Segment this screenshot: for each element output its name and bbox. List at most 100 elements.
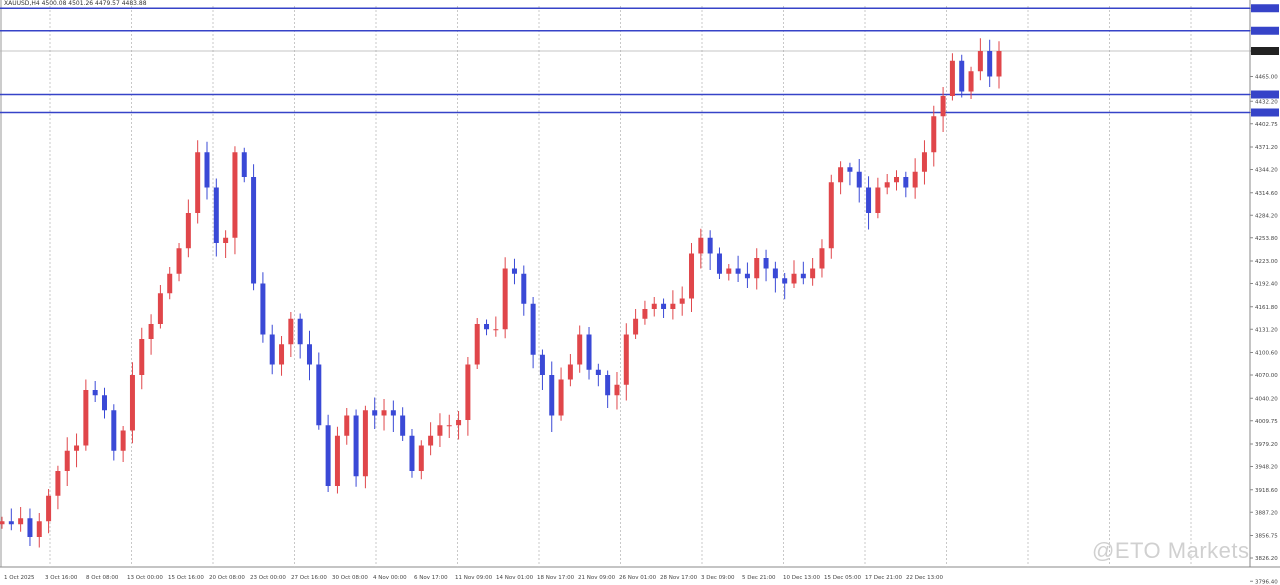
x-tick-label: 4 Nov 00:00 xyxy=(373,575,407,581)
y-tick-label: 4192.40 xyxy=(1255,282,1278,288)
candle-body xyxy=(828,182,834,249)
candle-body xyxy=(670,303,676,309)
y-tick-label: 4223.00 xyxy=(1255,259,1278,265)
candle xyxy=(83,379,89,451)
candle-body xyxy=(306,344,312,365)
candle xyxy=(372,397,378,429)
candle-body xyxy=(856,171,862,188)
candle xyxy=(735,255,741,282)
candle xyxy=(306,330,312,381)
candle-body xyxy=(279,344,285,365)
candle xyxy=(223,230,229,258)
candle xyxy=(754,248,760,290)
x-tick-label: 13 Oct 00:00 xyxy=(127,575,163,581)
symbol-header: XAUUSD,H4 4500.08 4501.26 4479.57 4483.8… xyxy=(4,0,147,7)
y-tick-label: 4371.20 xyxy=(1255,145,1278,151)
candle-body xyxy=(456,420,462,426)
candle xyxy=(316,352,322,430)
candle-body xyxy=(493,329,499,331)
candle-body xyxy=(661,303,667,309)
candle xyxy=(502,257,508,339)
candle-body xyxy=(511,268,517,274)
candle-body xyxy=(912,171,918,188)
candle-body xyxy=(754,258,760,279)
x-tick-label: 15 Oct 16:00 xyxy=(168,575,204,581)
candle-body xyxy=(204,152,210,188)
candle-body xyxy=(605,375,611,396)
candle xyxy=(297,313,303,359)
candle xyxy=(670,290,676,320)
y-tick-label: 4040.20 xyxy=(1255,396,1278,402)
x-tick-label: 6 Nov 17:00 xyxy=(414,575,448,581)
candle xyxy=(36,513,42,548)
candle xyxy=(772,261,778,293)
candle-body xyxy=(772,268,778,279)
candle-body xyxy=(698,237,704,254)
candle-body xyxy=(213,187,219,243)
candle xyxy=(465,357,471,436)
candle-body xyxy=(139,339,145,375)
candle-body xyxy=(316,364,322,426)
candle-body xyxy=(689,253,695,299)
candle-body xyxy=(64,450,70,471)
candle xyxy=(46,489,52,534)
y-tick-label: 4465.00 xyxy=(1255,75,1278,81)
candle xyxy=(213,178,219,257)
candle xyxy=(651,297,657,317)
candle-body xyxy=(223,237,229,243)
candle-body xyxy=(763,258,769,269)
candle-body xyxy=(884,182,890,188)
candle xyxy=(940,87,946,132)
candle-body xyxy=(567,364,573,380)
candle-body xyxy=(558,379,564,416)
candle xyxy=(344,408,350,445)
candle xyxy=(8,508,14,531)
candle xyxy=(437,413,443,447)
candle-body xyxy=(92,390,98,396)
y-tick-label: 4009.75 xyxy=(1255,419,1278,425)
candle-body xyxy=(577,334,583,365)
candle xyxy=(484,319,490,336)
candle-body xyxy=(586,334,592,370)
candle-body xyxy=(195,152,201,213)
y-tick-label: 3796.40 xyxy=(1255,579,1278,585)
candle-body xyxy=(167,273,173,294)
x-tick-label: 15 Dec 05:00 xyxy=(824,575,861,581)
candle-body xyxy=(325,425,331,486)
candle xyxy=(912,158,918,199)
candle-body xyxy=(390,410,396,416)
candle-body xyxy=(810,268,816,279)
candle xyxy=(726,264,732,281)
candle-body xyxy=(894,177,900,183)
candle-body xyxy=(353,415,359,477)
candle xyxy=(977,38,983,81)
x-tick-label: 1 Oct 2025 xyxy=(4,575,35,581)
candle-body xyxy=(400,415,406,436)
x-tick-label: 10 Dec 13:00 xyxy=(783,575,820,581)
candle xyxy=(279,336,285,376)
candle xyxy=(791,260,797,288)
candle xyxy=(810,258,816,286)
candle xyxy=(204,141,210,200)
candle xyxy=(903,171,909,198)
y-tick-label: 3918.60 xyxy=(1255,488,1278,494)
candle xyxy=(493,316,499,337)
candle xyxy=(428,422,434,456)
y-tick-label: 4100.60 xyxy=(1255,351,1278,357)
candle-body xyxy=(530,303,536,355)
candle xyxy=(74,433,80,468)
y-tick-label: 3979.20 xyxy=(1255,442,1278,448)
candle xyxy=(241,147,247,183)
candle-body xyxy=(344,415,350,436)
x-tick-label: 22 Dec 13:00 xyxy=(906,575,943,581)
candle-body xyxy=(297,318,303,345)
candle-body xyxy=(8,521,14,525)
candle-body xyxy=(502,268,508,330)
candle xyxy=(894,170,900,191)
candle xyxy=(968,66,974,99)
candle xyxy=(176,243,182,282)
y-tick-label: 4131.20 xyxy=(1255,327,1278,333)
x-tick-label: 26 Nov 01:00 xyxy=(619,575,657,581)
candle xyxy=(838,161,844,195)
